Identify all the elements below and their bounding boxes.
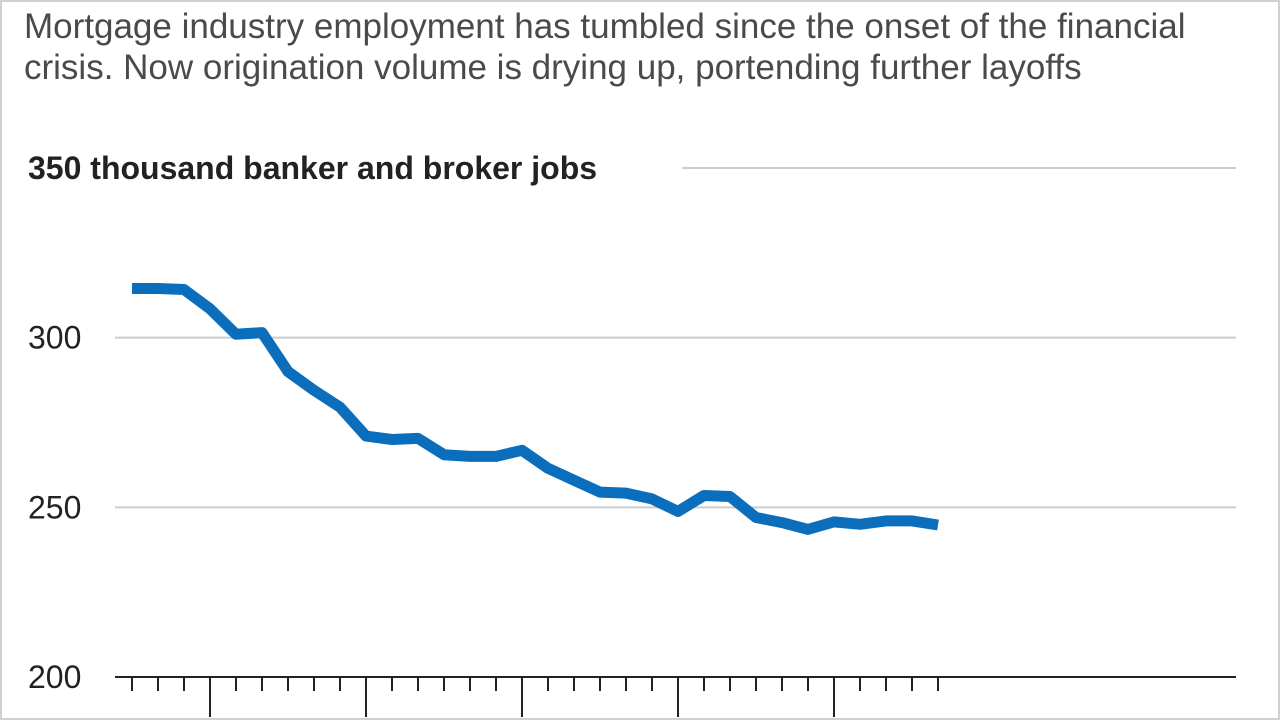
y-tick-label-200: 200 [28,659,81,695]
series-line-0 [132,283,939,535]
series-layer [132,283,939,535]
y-tick-label-250: 250 [28,489,81,525]
y-axis-unit-label: thousand banker and broker jobs [81,150,597,186]
y-axis-tick-labels: 350 thousand banker and broker jobs 300 25… [28,150,597,695]
y-tick-label-350: 350 thousand banker and broker jobs [28,150,597,186]
y-tick-label-300: 300 [28,320,81,356]
x-axis [115,676,1236,717]
chart-subtitle: Mortgage industry employment has tumbled… [24,7,1186,87]
gridlines [115,167,1236,509]
y-tick-value-350: 350 [28,150,81,186]
